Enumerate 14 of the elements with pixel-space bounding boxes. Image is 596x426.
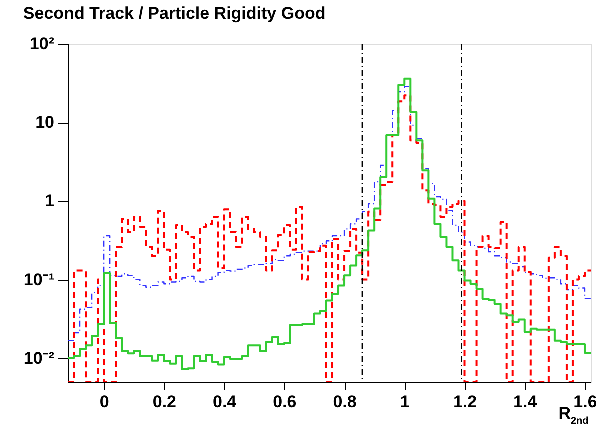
x-tick-label: 0.2 [152, 392, 177, 412]
x-tick-label: 0.4 [212, 392, 238, 412]
x-tick-label: 1 [400, 392, 410, 412]
x-tick-label: 0.8 [333, 392, 357, 412]
x-tick-label: 1.2 [453, 392, 478, 412]
chart-title: Second Track / Particle Rigidity Good [23, 4, 326, 23]
x-tick-label: 1.4 [514, 392, 538, 412]
y-tick-label: 10 [36, 113, 54, 132]
y-tick-label: 10⁻¹ [24, 270, 55, 290]
x-tick-label: 0.6 [273, 392, 297, 412]
y-tick-label: 10⁻² [24, 348, 55, 368]
y-tick-label: 10² [30, 34, 55, 54]
y-tick-label: 1 [45, 192, 54, 211]
x-tick-label: 0 [100, 392, 110, 412]
